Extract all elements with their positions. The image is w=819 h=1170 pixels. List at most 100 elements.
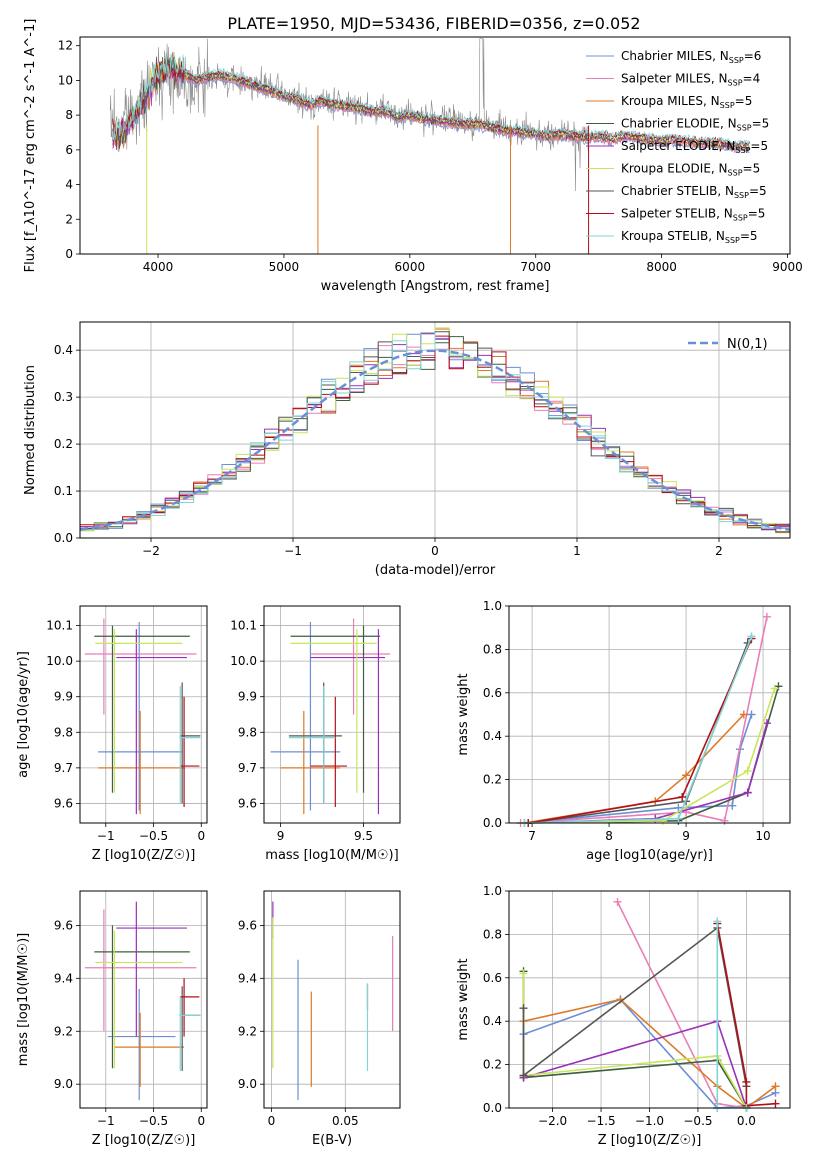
x-tick-label: −0.5 xyxy=(139,829,168,843)
y-tick-label: 12 xyxy=(58,39,73,53)
y-tick-label: 9.7 xyxy=(54,761,73,775)
y-tick-label: 0.6 xyxy=(483,971,502,985)
x-axis-label: mass [log10(M/M☉)] xyxy=(265,848,398,863)
weight-marker xyxy=(742,1077,751,1086)
y-tick-label: 0.8 xyxy=(483,927,502,941)
residuals-frame xyxy=(79,321,791,539)
x-tick-label: 9.5 xyxy=(354,829,373,843)
x-tick-label: 7000 xyxy=(520,260,551,274)
mass-vs-Z-axes: −1 −0.5 0 9.0 9.2 9.4 9.6 Z [log10(Z/Z☉)] mass [… xyxy=(16,891,207,1148)
y-tick-label: 4 xyxy=(65,178,73,192)
figure-title: PLATE=1950, MJD=53436, FIBERID=0356, z=0… xyxy=(227,14,640,33)
y-tick-label: 1.0 xyxy=(483,884,502,898)
x-tick-label: 9 xyxy=(682,829,690,843)
age-vs-Z-frame xyxy=(79,605,208,824)
mass-vs-ebv-frame xyxy=(263,890,401,1109)
y-tick-label: 9.9 xyxy=(238,690,257,704)
weight-marker xyxy=(519,1071,528,1080)
age-vs-mass-points xyxy=(270,618,391,815)
y-tick-label: 9.0 xyxy=(54,1077,73,1091)
x-tick-label: 6000 xyxy=(395,260,426,274)
x-axis-label: Z [log10(Z/Z☉)] xyxy=(92,1133,196,1148)
y-tick-label: 10.0 xyxy=(46,654,73,668)
y-tick-label: 0.6 xyxy=(483,686,502,700)
mass-vs-ebv-axes: 0 0.05 9.0 9.2 9.4 9.6 E(B-V) xyxy=(238,891,400,1148)
weight-line xyxy=(524,688,776,824)
x-axis-label: age [log10(age/yr)] xyxy=(586,848,713,863)
weight-marker xyxy=(743,788,752,797)
x-tick-label: −1 xyxy=(97,1114,115,1128)
y-tick-label: 10.1 xyxy=(46,619,73,633)
normal-curve xyxy=(80,349,790,532)
weight-marker xyxy=(743,766,752,775)
y-tick-label: 0.4 xyxy=(483,729,502,743)
x-tick-label: 9000 xyxy=(772,260,803,274)
legend-value: =5 xyxy=(748,207,766,221)
mass-vs-Z-frame xyxy=(79,890,208,1109)
legend-label: N(0,1) xyxy=(727,337,768,352)
x-axis-label: (data-model)/error xyxy=(375,563,496,578)
legend-subscript: SSP xyxy=(728,169,743,178)
x-axis-label: E(B-V) xyxy=(312,1133,352,1148)
x-axis-label: Z [log10(Z/Z☉)] xyxy=(92,848,196,863)
legend-subscript: SSP xyxy=(729,56,744,65)
y-tick-label: 9.8 xyxy=(54,725,73,739)
residual-histograms xyxy=(80,327,790,536)
legend-label: Salpeter MILES, NSSP=4 xyxy=(621,72,760,88)
y-tick-label: 9.4 xyxy=(238,971,257,985)
y-tick-label: 8 xyxy=(65,108,73,122)
y-axis-label: mass [log10(M/M☉)] xyxy=(16,933,31,1066)
weight-marker xyxy=(762,612,771,621)
spectrum-lines xyxy=(109,38,750,254)
weight-marker xyxy=(674,814,683,823)
legend-label: Kroupa ELODIE, NSSP=5 xyxy=(621,162,760,178)
x-tick-label: −0.5 xyxy=(139,1114,168,1128)
weight-line xyxy=(524,636,753,824)
weight-marker xyxy=(728,801,737,810)
weight-line xyxy=(716,923,776,1107)
x-tick-label: 0 xyxy=(268,1114,276,1128)
y-tick-label: 0.2 xyxy=(483,1058,502,1072)
y-tick-label: 9.6 xyxy=(54,796,73,810)
y-tick-label: 9.6 xyxy=(54,918,73,932)
x-axis-label: Z [log10(Z/Z☉)] xyxy=(598,1133,702,1148)
mass-weight-vs-Z-frame xyxy=(508,890,791,1109)
y-tick-label: 9.4 xyxy=(54,971,73,985)
y-tick-label: 0.0 xyxy=(483,816,502,830)
weight-marker xyxy=(770,684,779,693)
residual-legend: N(0,1) xyxy=(688,337,768,352)
y-tick-label: 9.7 xyxy=(238,761,257,775)
age-vs-Z-points xyxy=(84,618,201,815)
weight-marker xyxy=(771,1082,780,1091)
legend-label: Chabrier MILES, NSSP=6 xyxy=(621,49,761,65)
x-tick-label: 2 xyxy=(715,544,723,558)
x-tick-label: 1 xyxy=(573,544,581,558)
weight-marker xyxy=(762,719,771,728)
legend-label: Chabrier ELODIE, NSSP=5 xyxy=(621,117,769,133)
weight-line xyxy=(528,638,753,824)
x-tick-label: 0 xyxy=(431,544,439,558)
x-tick-label: 0.05 xyxy=(332,1114,359,1128)
mass-weight-vs-age-lines xyxy=(516,612,783,827)
age-vs-mass-frame xyxy=(263,605,401,824)
x-tick-label: 0 xyxy=(197,829,205,843)
x-tick-label: 5000 xyxy=(269,260,300,274)
y-tick-label: 0.2 xyxy=(54,437,73,451)
y-tick-label: 0.4 xyxy=(483,1014,502,1028)
y-axis-label: Normed distribution xyxy=(23,365,38,495)
legend-label: Chabrier STELIB, NSSP=5 xyxy=(621,184,767,200)
mass-weight-vs-Z-axes: −2.0 −1.5 −1.0 −0.5 0.0 0.0 0.2 0.4 0.6 0.8 1.0 Z [… xyxy=(456,884,790,1148)
y-tick-label: 9.2 xyxy=(238,1024,257,1038)
y-tick-label: 0.4 xyxy=(54,343,73,357)
legend-value: =5 xyxy=(750,139,768,153)
legend-subscript: SSP xyxy=(735,146,750,155)
weight-line xyxy=(528,722,768,824)
x-tick-label: 8 xyxy=(605,829,613,843)
legend-subscript: SSP xyxy=(737,124,752,133)
y-tick-label: 1.0 xyxy=(483,599,502,613)
x-tick-label: 7 xyxy=(528,829,536,843)
legend-subscript: SSP xyxy=(720,101,735,110)
spectrum-axes: 4000 5000 6000 7000 8000 9000 0 2 4 6 8 10 12 wavelen… xyxy=(23,19,803,294)
y-tick-label: 9.8 xyxy=(238,725,257,739)
